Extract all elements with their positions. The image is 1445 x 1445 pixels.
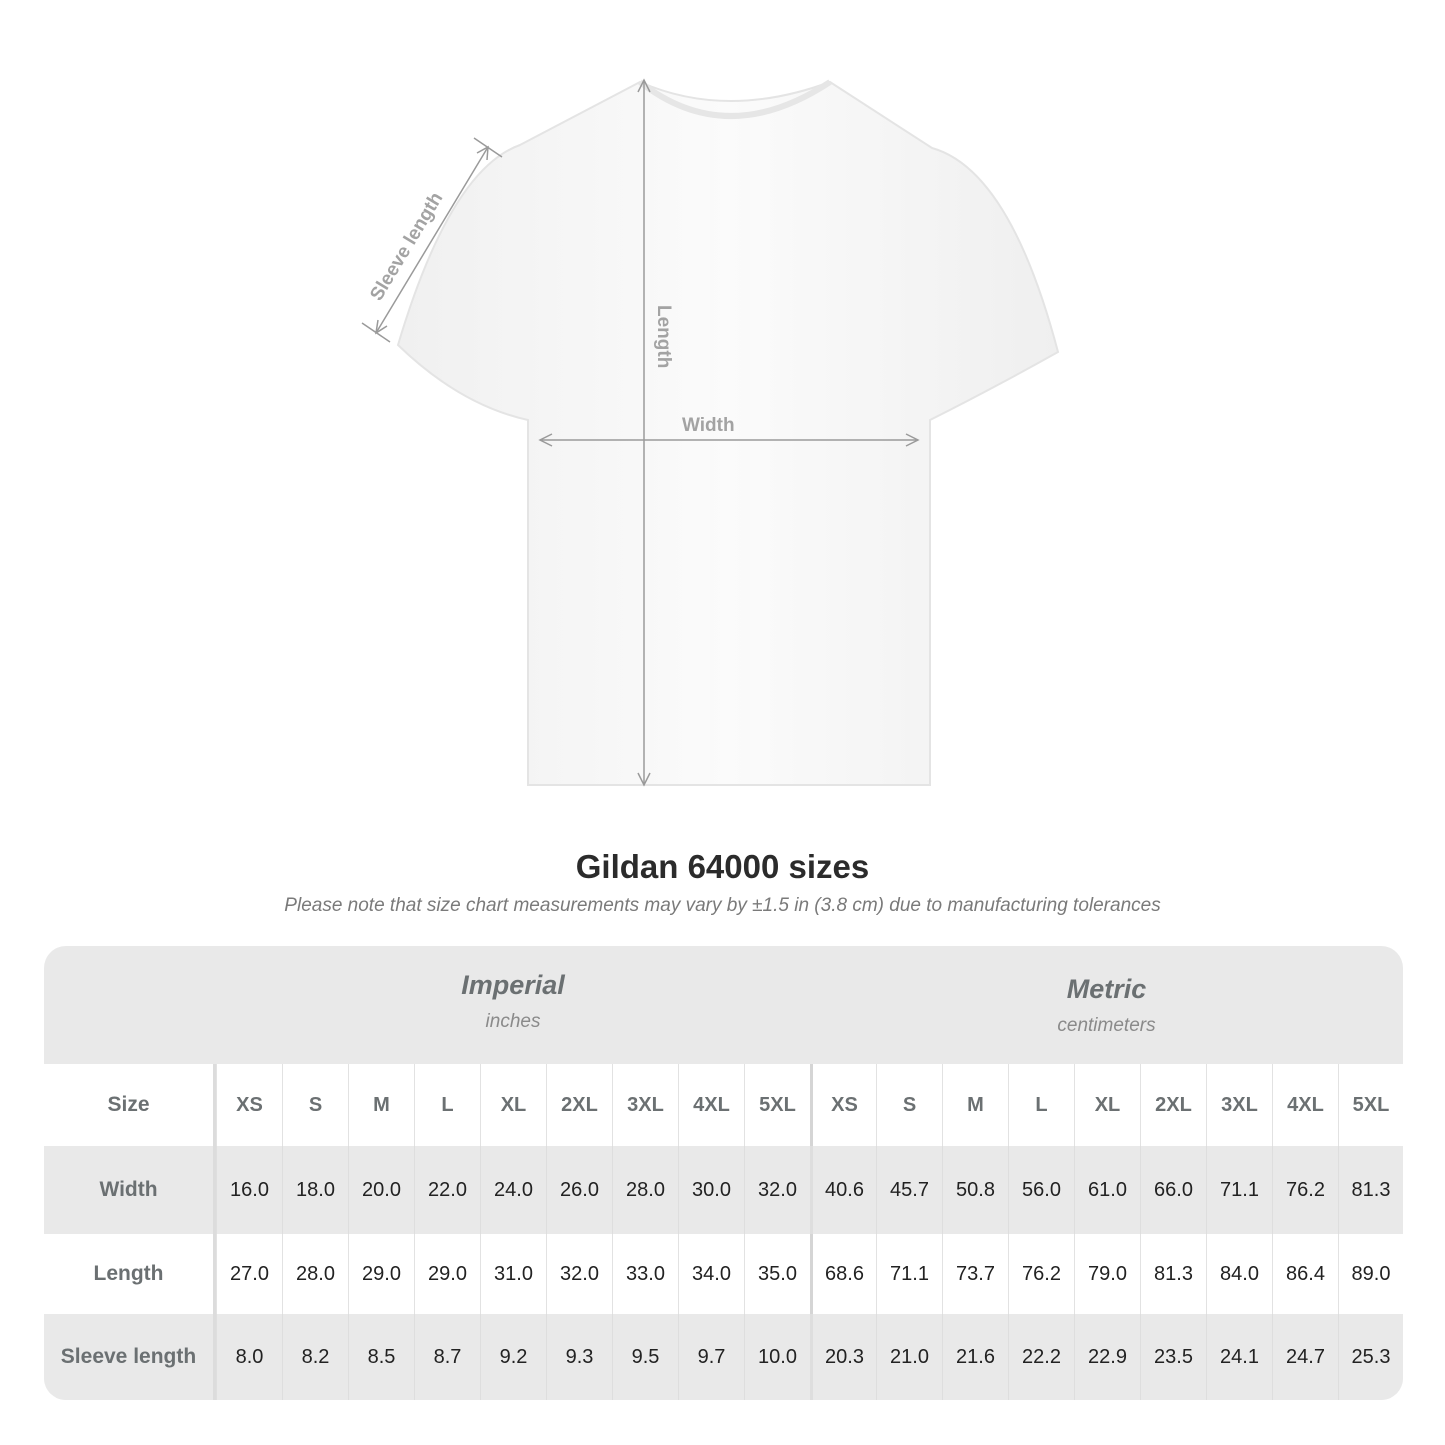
imperial-value-cell: 24.0 bbox=[480, 1146, 546, 1234]
imperial-value-cell: 33.0 bbox=[612, 1234, 678, 1314]
row-label: Width bbox=[44, 1146, 216, 1234]
metric-value-cell: 40.6 bbox=[810, 1146, 876, 1234]
imperial-size-header: 4XL bbox=[678, 1064, 744, 1146]
metric-value-cell: 61.0 bbox=[1074, 1146, 1140, 1234]
metric-size-header: S bbox=[876, 1064, 942, 1146]
table-row: Length 27.0 28.0 29.0 29.0 31.0 32.0 33.0 34.0 35… bbox=[44, 1234, 1403, 1314]
metric-unit: centimeters bbox=[1057, 1015, 1156, 1036]
imperial-unit: inches bbox=[485, 1011, 541, 1032]
metric-size-header: 4XL bbox=[1272, 1064, 1338, 1146]
tshirt-diagram: Width Length Sleeve length bbox=[361, 78, 1060, 787]
imperial-value-cell: 22.0 bbox=[414, 1146, 480, 1234]
metric-value-cell: 79.0 bbox=[1074, 1234, 1140, 1314]
imperial-size-header: 2XL bbox=[546, 1064, 612, 1146]
metric-value-cell: 84.0 bbox=[1206, 1234, 1272, 1314]
metric-value-cell: 24.7 bbox=[1272, 1314, 1338, 1400]
imperial-value-cell: 28.0 bbox=[282, 1234, 348, 1314]
sleeve-line bbox=[375, 146, 489, 334]
metric-size-header: 3XL bbox=[1206, 1064, 1272, 1146]
metric-header: Metric centimeters bbox=[810, 946, 1403, 1064]
metric-size-header: 5XL bbox=[1338, 1064, 1403, 1146]
metric-size-header: XL bbox=[1074, 1064, 1140, 1146]
imperial-value-cell: 8.2 bbox=[282, 1314, 348, 1400]
metric-value-cell: 73.7 bbox=[942, 1234, 1008, 1314]
imperial-value-cell: 9.7 bbox=[678, 1314, 744, 1400]
imperial-value-cell: 9.5 bbox=[612, 1314, 678, 1400]
imperial-value-cell: 9.3 bbox=[546, 1314, 612, 1400]
imperial-value-cell: 32.0 bbox=[744, 1146, 810, 1234]
imperial-value-cell: 31.0 bbox=[480, 1234, 546, 1314]
row-label: Size bbox=[44, 1064, 216, 1146]
imperial-value-cell: 18.0 bbox=[282, 1146, 348, 1234]
imperial-value-cell: 27.0 bbox=[216, 1234, 282, 1314]
metric-value-cell: 66.0 bbox=[1140, 1146, 1206, 1234]
metric-title: Metric bbox=[1066, 974, 1147, 1004]
metric-value-cell: 76.2 bbox=[1272, 1146, 1338, 1234]
width-label: Width bbox=[682, 415, 735, 436]
imperial-value-cell: 10.0 bbox=[744, 1314, 810, 1400]
imperial-title: Imperial bbox=[461, 970, 565, 1000]
row-label: Length bbox=[44, 1234, 216, 1314]
length-label: Length bbox=[653, 305, 674, 368]
metric-value-cell: 25.3 bbox=[1338, 1314, 1403, 1400]
metric-value-cell: 20.3 bbox=[810, 1314, 876, 1400]
imperial-value-cell: 35.0 bbox=[744, 1234, 810, 1314]
metric-size-header: M bbox=[942, 1064, 1008, 1146]
metric-value-cell: 45.7 bbox=[876, 1146, 942, 1234]
metric-value-cell: 22.9 bbox=[1074, 1314, 1140, 1400]
imperial-size-header: M bbox=[348, 1064, 414, 1146]
imperial-value-cell: 28.0 bbox=[612, 1146, 678, 1234]
tolerance-note: Please note that size chart measurements… bbox=[284, 895, 1161, 916]
metric-value-cell: 50.8 bbox=[942, 1146, 1008, 1234]
imperial-value-cell: 8.7 bbox=[414, 1314, 480, 1400]
imperial-value-cell: 32.0 bbox=[546, 1234, 612, 1314]
imperial-size-header: S bbox=[282, 1064, 348, 1146]
size-table: Imperial inches Metric centimeters Size X… bbox=[44, 946, 1403, 1400]
row-label: Sleeve length bbox=[44, 1314, 216, 1400]
imperial-header: Imperial inches bbox=[216, 946, 810, 1064]
metric-value-cell: 23.5 bbox=[1140, 1314, 1206, 1400]
imperial-value-cell: 9.2 bbox=[480, 1314, 546, 1400]
metric-value-cell: 89.0 bbox=[1338, 1234, 1403, 1314]
imperial-size-header: XS bbox=[216, 1064, 282, 1146]
metric-value-cell: 76.2 bbox=[1008, 1234, 1074, 1314]
tshirt-body bbox=[396, 80, 1060, 786]
tshirt-collar bbox=[638, 79, 832, 119]
metric-size-header: L bbox=[1008, 1064, 1074, 1146]
metric-value-cell: 71.1 bbox=[876, 1234, 942, 1314]
imperial-size-header: 3XL bbox=[612, 1064, 678, 1146]
size-header-row: Size XS S M L XL 2XL 3XL 4XL 5XL XS S M L XL 2XL 3XL 4XL 5… bbox=[44, 1064, 1403, 1146]
imperial-size-header: XL bbox=[480, 1064, 546, 1146]
table-row: Width 16.0 18.0 20.0 22.0 24.0 26.0 28.0 30.0 32.… bbox=[44, 1146, 1403, 1234]
metric-size-header: 2XL bbox=[1140, 1064, 1206, 1146]
imperial-value-cell: 26.0 bbox=[546, 1146, 612, 1234]
metric-value-cell: 56.0 bbox=[1008, 1146, 1074, 1234]
metric-size-header: XS bbox=[810, 1064, 876, 1146]
imperial-value-cell: 20.0 bbox=[348, 1146, 414, 1234]
imperial-value-cell: 30.0 bbox=[678, 1146, 744, 1234]
metric-value-cell: 21.6 bbox=[942, 1314, 1008, 1400]
metric-value-cell: 71.1 bbox=[1206, 1146, 1272, 1234]
imperial-value-cell: 29.0 bbox=[348, 1234, 414, 1314]
imperial-value-cell: 8.0 bbox=[216, 1314, 282, 1400]
metric-value-cell: 81.3 bbox=[1140, 1234, 1206, 1314]
imperial-value-cell: 8.5 bbox=[348, 1314, 414, 1400]
table-row: Sleeve length 8.0 8.2 8.5 8.7 9.2 9.3 9.5 9.7 10.… bbox=[44, 1314, 1403, 1400]
page-title: Gildan 64000 sizes bbox=[575, 848, 870, 885]
metric-value-cell: 81.3 bbox=[1338, 1146, 1403, 1234]
metric-value-cell: 24.1 bbox=[1206, 1314, 1272, 1400]
imperial-size-header: L bbox=[414, 1064, 480, 1146]
metric-value-cell: 86.4 bbox=[1272, 1234, 1338, 1314]
imperial-value-cell: 16.0 bbox=[216, 1146, 282, 1234]
imperial-value-cell: 34.0 bbox=[678, 1234, 744, 1314]
metric-value-cell: 21.0 bbox=[876, 1314, 942, 1400]
metric-value-cell: 68.6 bbox=[810, 1234, 876, 1314]
imperial-size-header: 5XL bbox=[744, 1064, 810, 1146]
imperial-value-cell: 29.0 bbox=[414, 1234, 480, 1314]
metric-value-cell: 22.2 bbox=[1008, 1314, 1074, 1400]
